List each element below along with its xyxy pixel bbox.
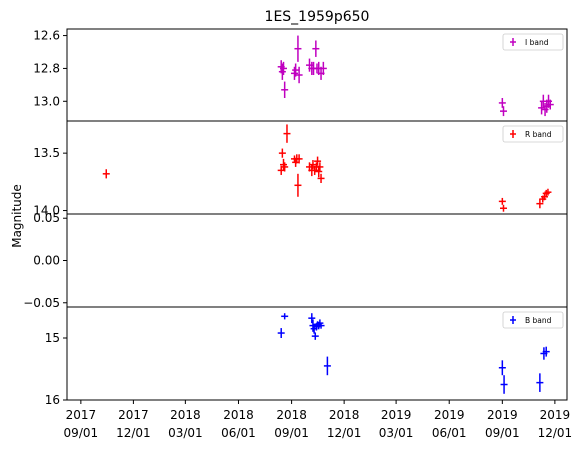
data-point (283, 124, 291, 143)
data-point (498, 98, 506, 108)
legend-label: B band (525, 316, 552, 325)
x-tick-label-year: 2017 (66, 408, 97, 422)
data-point (536, 373, 544, 392)
data-point (280, 158, 288, 171)
x-tick-label-year: 2019 (381, 408, 412, 422)
y-tick-label: 13.0 (33, 94, 60, 108)
data-point (323, 356, 331, 376)
x-tick-label-date: 12/01 (116, 426, 151, 440)
x-tick: 2018 12/01 (327, 400, 362, 440)
legend-label: R band (525, 130, 552, 139)
data-point (290, 66, 298, 80)
x-tick-label-year: 2018 (223, 408, 254, 422)
data-point (536, 199, 544, 209)
data-point (281, 313, 289, 320)
legend-label: I band (525, 38, 549, 47)
x-tick: 2017 09/01 (64, 400, 99, 440)
x-tick-label-date: 09/01 (485, 426, 520, 440)
y-tick-label: 0.00 (33, 254, 60, 268)
data-point (542, 346, 550, 357)
data-point (317, 322, 325, 329)
y-tick-label: 16 (45, 393, 60, 407)
x-tick-label-date: 06/01 (221, 426, 256, 440)
data-point (294, 35, 302, 62)
x-tick-label-date: 06/01 (432, 426, 467, 440)
x-tick: 2019 09/01 (485, 400, 520, 440)
y-tick-label: 12.8 (33, 61, 60, 75)
data-point (500, 375, 508, 394)
y-tick-label: 14.0 (33, 204, 60, 218)
data-point (309, 160, 317, 170)
x-tick: 2018 09/01 (274, 400, 309, 440)
x-tick-label-year: 2019 (434, 408, 465, 422)
panel-frame (66, 306, 568, 401)
panel-b-band: 15 16 B band (45, 306, 568, 407)
data-point (315, 165, 323, 178)
data-point (280, 61, 288, 75)
x-tick-label-date: 09/01 (274, 426, 309, 440)
x-tick-label-year: 2019 (487, 408, 518, 422)
data-point (311, 332, 319, 340)
panel-i-band: 12.6 12.8 13.0 I band (33, 28, 568, 122)
x-tick-label-date: 03/01 (379, 426, 414, 440)
x-tick-label-year: 2018 (170, 408, 201, 422)
x-tick-label-year: 2019 (540, 408, 571, 422)
data-point (498, 197, 506, 205)
data-point (316, 162, 324, 172)
x-tick-label-year: 2018 (276, 408, 307, 422)
x-tick-label-date: 12/01 (327, 426, 362, 440)
y-tick-label: 0.05 (33, 211, 60, 225)
data-point (312, 40, 320, 57)
data-point (278, 148, 286, 158)
x-tick: 2019 12/01 (538, 400, 573, 440)
data-point (277, 328, 285, 338)
data-point (319, 61, 327, 75)
legend-box (502, 311, 564, 329)
data-point (544, 188, 552, 196)
x-tick-label-year: 2018 (329, 408, 360, 422)
x-tick: 2018 03/01 (168, 400, 203, 440)
data-point (294, 173, 302, 197)
legend: B band (502, 311, 564, 329)
data-point (295, 154, 303, 164)
x-tick-label-year: 2017 (118, 408, 149, 422)
data-point (546, 99, 554, 110)
x-tick: 2018 06/01 (221, 400, 256, 440)
data-point (102, 169, 110, 179)
data-point (317, 173, 325, 183)
data-point (314, 156, 322, 166)
legend: I band (502, 33, 564, 51)
legend: R band (502, 125, 564, 143)
y-tick-label: −0.05 (23, 296, 60, 310)
x-tick: 2019 06/01 (432, 400, 467, 440)
data-point (281, 81, 289, 98)
data-point (295, 66, 303, 84)
x-tick: 2017 12/01 (116, 400, 151, 440)
data-point (278, 63, 286, 80)
panel-r-band: 13.5 14.0 R band (33, 120, 568, 218)
x-tick: 2019 03/01 (379, 400, 414, 440)
y-tick-label: 13.5 (33, 146, 60, 160)
y-tick-label: 15 (45, 331, 60, 345)
legend-box (502, 125, 564, 143)
data-point (499, 204, 507, 212)
legend-box (502, 33, 564, 51)
y-axis-label: Magnitude (10, 184, 24, 248)
data-point (308, 313, 316, 324)
data-point (281, 162, 289, 172)
x-tick-label-date: 09/01 (64, 426, 99, 440)
x-tick-label-date: 12/01 (538, 426, 573, 440)
data-point (499, 106, 507, 117)
y-tick-label: 12.6 (33, 29, 60, 43)
data-point (498, 360, 506, 376)
chart-title: 1ES_1959p650 (265, 9, 370, 25)
x-tick-label-date: 03/01 (168, 426, 203, 440)
